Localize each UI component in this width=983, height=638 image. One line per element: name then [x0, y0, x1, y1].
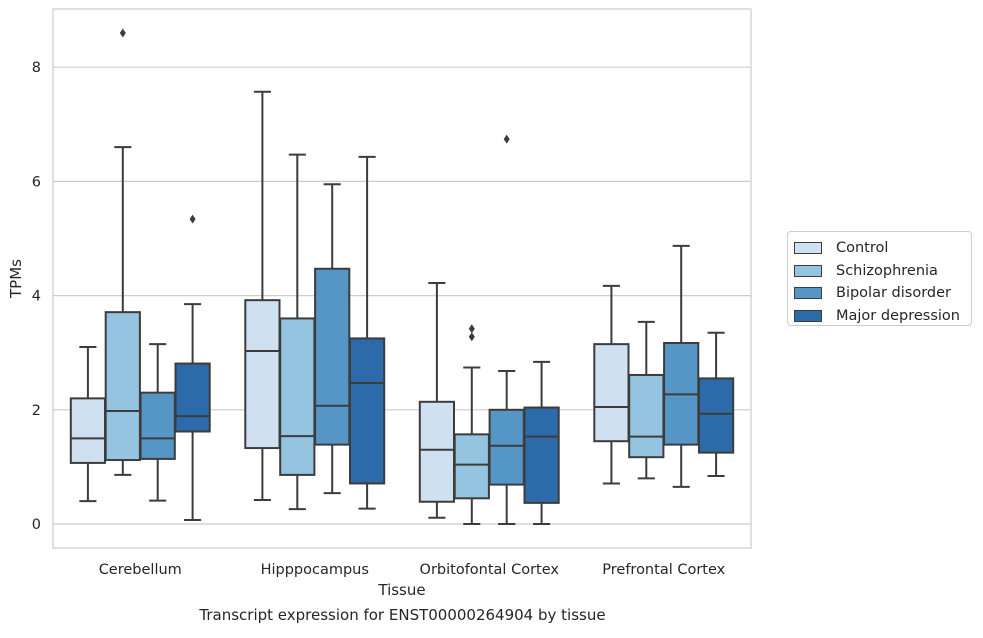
- box-cerebellum-bipolar-disorder: [139, 343, 176, 502]
- box-cerebellum-major-depression: [174, 214, 211, 522]
- legend-swatch-schizophrenia: [794, 264, 822, 277]
- legend-swatch-bipolar-disorder: [794, 287, 822, 300]
- outlier-point: [468, 324, 475, 334]
- iqr-box: [523, 406, 560, 504]
- y-tick-label: 6: [32, 174, 41, 190]
- box-prefrontal-cortex-major-depression: [697, 331, 735, 478]
- iqr-box: [279, 317, 316, 476]
- box-orbitofontal-cortex-control: [418, 282, 456, 519]
- iqr-box: [348, 337, 386, 485]
- legend-label-major-depression: Major depression: [836, 307, 960, 324]
- box-hipppocampus-control: [244, 90, 281, 502]
- y-tick-label: 2: [32, 403, 41, 419]
- iqr-box: [593, 343, 630, 443]
- iqr-box: [488, 408, 525, 486]
- legend-label-control: Control: [836, 240, 889, 257]
- legend-item-control: Control: [794, 237, 971, 260]
- y-tick-label: 8: [32, 60, 41, 76]
- box-hipppocampus-schizophrenia: [279, 153, 316, 511]
- iqr-box: [174, 362, 211, 433]
- iqr-box: [104, 311, 141, 462]
- box-prefrontal-cortex-control: [593, 284, 630, 485]
- y-tick-label: 4: [32, 289, 41, 305]
- iqr-box: [628, 373, 665, 459]
- iqr-box: [418, 400, 456, 503]
- iqr-box: [69, 397, 107, 464]
- box-cerebellum-control: [69, 345, 107, 503]
- x-axis-label: Tissue: [377, 581, 425, 599]
- legend-item-bipolar-disorder: Bipolar disorder: [794, 282, 971, 305]
- iqr-box: [244, 299, 281, 450]
- iqr-box: [314, 267, 351, 446]
- outlier-point: [468, 332, 475, 342]
- iqr-box: [139, 391, 176, 460]
- legend-label-schizophrenia: Schizophrenia: [836, 262, 938, 279]
- legend: Control Schizophrenia Bipolar disorder M…: [787, 231, 972, 326]
- y-axis-label: TPMs: [7, 259, 25, 299]
- outlier-point: [503, 134, 510, 144]
- legend-item-major-depression: Major depression: [794, 305, 971, 328]
- legend-swatch-major-depression: [794, 309, 822, 322]
- x-tick-label-prefrontal-cortex: Prefrontal Cortex: [602, 562, 725, 578]
- box-orbitofontal-cortex-major-depression: [523, 360, 560, 525]
- box-orbitofontal-cortex-schizophrenia: [453, 324, 490, 525]
- x-tick-label-hipppocampus: Hipppocampus: [261, 562, 369, 578]
- box-hipppocampus-major-depression: [348, 155, 386, 510]
- y-tick-label: 0: [32, 517, 41, 533]
- legend-item-schizophrenia: Schizophrenia: [794, 260, 971, 283]
- chart-caption: Transcript expression for ENST0000026490…: [199, 606, 606, 624]
- x-tick-label-orbitofontal-cortex: Orbitofontal Cortex: [420, 562, 560, 578]
- x-tick-label-cerebellum: Cerebellum: [99, 562, 182, 578]
- iqr-box: [697, 377, 735, 454]
- box-cerebellum-schizophrenia: [104, 28, 141, 476]
- legend-swatch-control: [794, 242, 822, 255]
- iqr-box: [453, 433, 490, 500]
- outlier-point: [189, 214, 196, 224]
- legend-label-bipolar-disorder: Bipolar disorder: [836, 285, 951, 302]
- box-prefrontal-cortex-bipolar-disorder: [663, 244, 700, 488]
- outlier-point: [119, 28, 126, 38]
- box-hipppocampus-bipolar-disorder: [314, 183, 351, 495]
